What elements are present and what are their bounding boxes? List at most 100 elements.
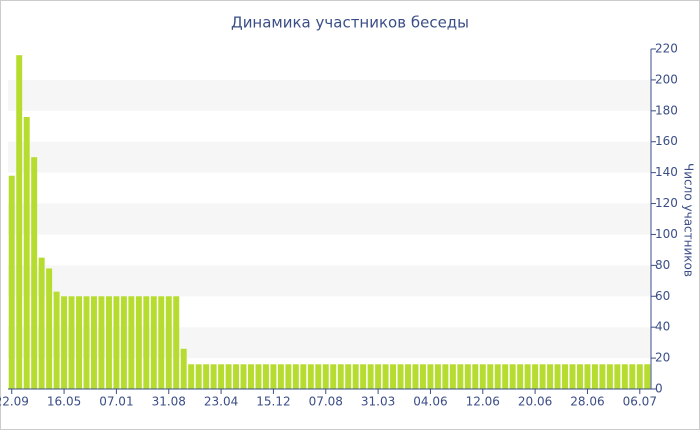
x-tick-label: 04.06: [413, 395, 447, 409]
y-tick-label: 120: [655, 196, 678, 210]
bar: [427, 364, 434, 389]
bar: [375, 364, 382, 389]
x-tick-label: 07.01: [99, 395, 133, 409]
bar: [457, 364, 464, 389]
bar: [195, 364, 202, 389]
bar: [150, 296, 157, 389]
x-tick-label: 15.12: [256, 395, 290, 409]
y-tick-label: 100: [655, 227, 678, 241]
bar: [90, 296, 97, 389]
bar: [539, 364, 546, 389]
x-tick-label: 07.08: [309, 395, 343, 409]
bar: [464, 364, 471, 389]
bar: [412, 364, 419, 389]
x-tick-label: 12.06: [466, 395, 500, 409]
x-tick-label: 31.03: [361, 395, 395, 409]
y-tick-label: 40: [655, 320, 670, 334]
x-tick-label: 06.07: [623, 395, 657, 409]
bar: [606, 364, 613, 389]
bar: [405, 364, 411, 389]
bar: [547, 364, 554, 389]
bar: [292, 364, 299, 389]
bar: [8, 175, 15, 389]
bar: [569, 364, 576, 389]
bar: [61, 296, 68, 389]
bar: [434, 364, 441, 389]
bar: [68, 296, 75, 389]
bar: [345, 364, 352, 389]
grid-band: [8, 203, 651, 235]
bar: [487, 364, 494, 389]
bar: [255, 364, 262, 389]
bar: [629, 364, 636, 389]
bar: [397, 364, 404, 389]
bar: [262, 364, 269, 389]
bar: [494, 364, 501, 389]
bar: [76, 296, 83, 389]
grid-band: [8, 79, 651, 111]
bar: [300, 364, 307, 389]
chart-title: Динамика участников беседы: [231, 14, 469, 32]
bar: [315, 364, 322, 389]
bar: [352, 364, 359, 389]
bar: [23, 117, 30, 389]
bar: [562, 364, 569, 389]
bar: [517, 364, 524, 389]
bar: [419, 364, 426, 389]
bar: [128, 296, 135, 389]
bar: [509, 364, 516, 389]
bar: [360, 364, 367, 389]
bar: [584, 364, 591, 389]
bar: [390, 364, 397, 389]
bar: [524, 364, 531, 389]
bar: [113, 296, 120, 389]
bar: [83, 296, 90, 389]
bar: [105, 296, 112, 389]
y-tick-label: 60: [655, 289, 670, 303]
bar: [614, 364, 621, 389]
bar: [143, 296, 150, 389]
bar: [188, 364, 195, 389]
bar: [322, 364, 329, 389]
bar: [180, 348, 187, 389]
bar: [554, 364, 561, 389]
y-tick-label: 0: [655, 382, 663, 396]
y-tick-label: 220: [655, 42, 678, 56]
bar: [225, 364, 232, 389]
bar: [442, 364, 449, 389]
bar: [218, 364, 225, 389]
bar: [16, 55, 23, 389]
bar: [382, 364, 389, 389]
bar: [248, 364, 254, 389]
bar: [479, 364, 486, 389]
bar: [599, 364, 606, 389]
bar: [233, 364, 240, 389]
bar: [367, 364, 374, 389]
y-tick-label: 200: [655, 72, 678, 86]
x-tick-label: 22.09: [0, 395, 29, 409]
bar: [330, 364, 337, 389]
x-tick-label: 16.05: [47, 395, 81, 409]
bar: [165, 296, 172, 389]
grid-band: [8, 141, 651, 173]
bar: [621, 364, 628, 389]
x-tick-label: 28.06: [570, 395, 604, 409]
y-tick-label: 140: [655, 165, 678, 179]
bar: [307, 364, 314, 389]
bar: [337, 364, 344, 389]
y-tick-label: 180: [655, 103, 678, 117]
bar: [240, 364, 247, 389]
bar: [120, 296, 127, 389]
bar: [449, 364, 456, 389]
bar: [210, 364, 217, 389]
bar: [502, 364, 509, 389]
y-axis-title: Число участников: [682, 163, 696, 277]
bar: [31, 157, 38, 389]
bar: [53, 291, 60, 389]
bar: [158, 296, 165, 389]
y-tick-label: 160: [655, 134, 678, 148]
y-tick-label: 20: [655, 351, 670, 365]
bar: [203, 364, 210, 389]
bar: [532, 364, 539, 389]
